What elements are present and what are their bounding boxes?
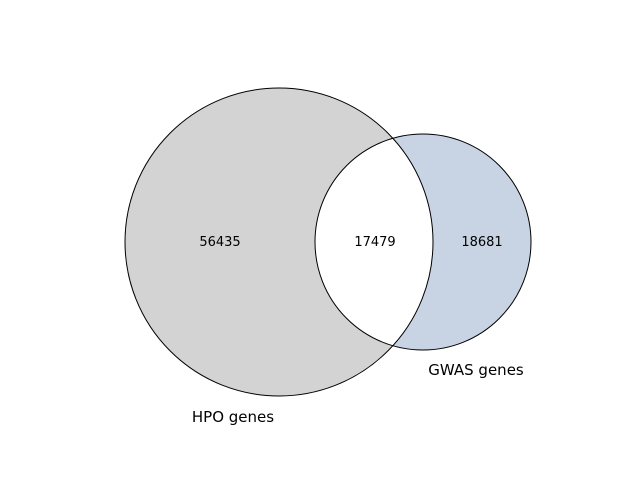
intersection-region <box>315 134 433 350</box>
gwas-only-count: 18681 <box>461 235 502 250</box>
gwas-set-label: GWAS genes <box>428 361 524 379</box>
hpo-only-count: 56435 <box>199 235 240 250</box>
hpo-set-label: HPO genes <box>192 408 274 426</box>
intersection-count: 17479 <box>354 235 395 250</box>
hpo-set-outline <box>124 87 434 397</box>
gwas-set-outline <box>314 133 532 351</box>
